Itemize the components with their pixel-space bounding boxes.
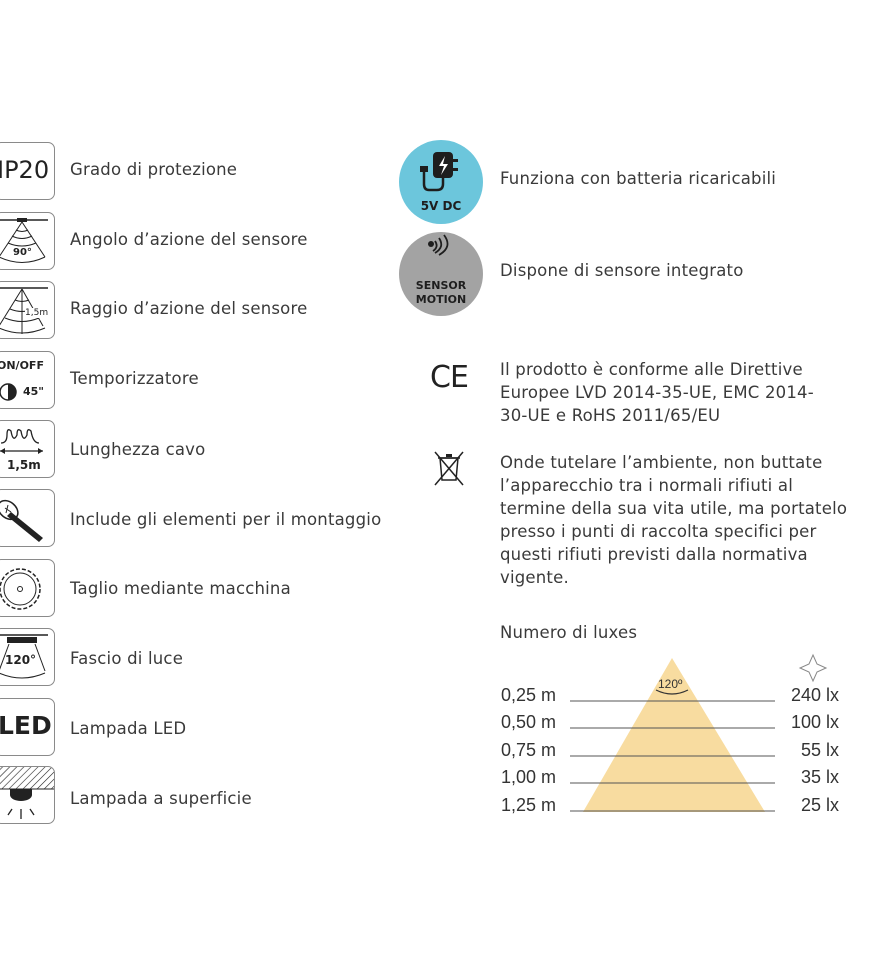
feature-label-protection: Grado di protezione [70,160,238,179]
beam-angle-text: 120° [5,653,37,667]
led-icon: LED [0,698,55,756]
on-off-text: ON/OFF [0,359,44,372]
distance-label: 0,25 m [501,685,557,705]
charger-icon: 5V DC [399,140,483,224]
ce-compliance-text: Il prodotto è conforme alle Direttive Eu… [500,358,814,427]
sensor-text: SENSOR [415,279,467,292]
text-line: vigente. [500,568,569,587]
cable-length-text: 1,5m [7,458,41,472]
light-source-icon [798,653,828,683]
surface-lamp-icon [0,766,55,824]
weee-bin-icon [434,451,464,486]
feature-label-cable-length: Lunghezza cavo [70,440,206,459]
text-line: questi rifiuti previsti dalla normativa [500,545,808,564]
ip20-icon: IP20 [0,142,55,200]
distance-label: 0,50 m [501,712,557,732]
motion-text: MOTION [415,293,467,306]
feature-label-surface: Lampada a superficie [70,789,252,808]
lux-title: Numero di luxes [500,623,638,642]
lux-value: 55 lx [800,740,839,760]
feature-label-cutting: Taglio mediante macchina [70,579,291,598]
lux-value: 100 lx [790,712,839,732]
angle-text: 90° [13,247,32,258]
timer-seconds-text: 45" [23,385,45,398]
light-cone-diagram [570,653,828,812]
text-line: 30-UE e RoHS 2011/65/EU [500,406,721,425]
text-line: termine della sua vita utile, ma portate… [500,499,848,518]
distance-label: 1,00 m [501,767,557,787]
ce-mark-icon: CE [430,360,469,395]
text-line: presso i punti di raccolta specifici per [500,522,817,541]
distance-label: 0,75 m [501,740,557,760]
ip20-text: IP20 [0,156,50,184]
feature-label-timer: Temporizzatore [70,369,199,388]
sensor-range-icon: 1,5m [0,281,55,339]
beam-angle-label: 120º [658,677,683,691]
feature-label-mounting: Include gli elementi per il montaggio [70,510,382,529]
beam-angle-icon: 120° [0,628,55,686]
light-cone [583,658,765,812]
saw-blade-icon [0,559,55,617]
feature-label-sensor-range: Raggio d’azione del sensore [70,299,308,318]
distance-label: 1,25 m [501,795,557,815]
range-text: 1,5m [25,308,49,318]
timer-icon: ON/OFF 45" [0,351,55,409]
sensor-label: Dispone di sensore integrato [500,261,744,280]
led-text: LED [0,711,52,740]
weee-disposal-text: Onde tutelare l’ambiente, non buttate l’… [500,451,847,589]
cable-length-icon: 1,5m [0,420,55,478]
lux-value: 25 lx [800,795,839,815]
angle-arc [655,689,689,695]
lux-value: 35 lx [800,767,839,787]
screw-icon [0,489,55,547]
feature-label-led: Lampada LED [70,719,187,738]
lux-value: 240 lx [790,685,839,705]
text-line: l’apparecchio tra i normali rifiuti al [500,476,793,495]
text-line: Il prodotto è conforme alle Direttive [500,360,803,379]
text-line: Europee LVD 2014-35-UE, EMC 2014- [500,383,814,402]
motion-sensor-icon: SENSOR MOTION [399,232,483,316]
feature-label-beam: Fascio di luce [70,649,184,668]
battery-label: Funziona con batteria ricaricabili [500,169,777,188]
voltage-text: 5V DC [420,199,462,213]
text-line: Onde tutelare l’ambiente, non buttate [500,453,823,472]
sensor-angle-icon: 90° [0,212,55,270]
feature-label-sensor-angle: Angolo d’azione del sensore [70,230,308,249]
